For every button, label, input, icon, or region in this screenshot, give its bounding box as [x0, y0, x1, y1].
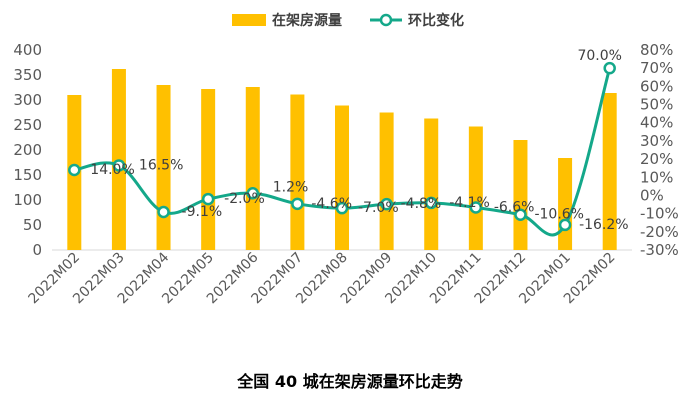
y-right-tick-label: -20%: [640, 223, 679, 241]
line-marker: [380, 197, 393, 211]
y-right-tick-label: 0%: [640, 186, 664, 204]
bar: [245, 87, 260, 250]
data-label: -6.6%: [494, 199, 535, 215]
data-label: -7.0%: [358, 200, 399, 216]
data-label: -2.0%: [224, 191, 265, 207]
bar: [335, 105, 349, 250]
data-label: -4.1%: [449, 195, 490, 211]
line-marker: [201, 192, 215, 206]
y-right-tick-label: -30%: [640, 241, 679, 259]
y-left-tick-label: 50: [23, 216, 42, 234]
y-right-tick-label: 80%: [640, 41, 673, 59]
bar: [468, 126, 483, 250]
y-right-tick-label: 70%: [640, 59, 673, 77]
data-label: 14.0%: [90, 162, 134, 178]
y-left-tick-label: 350: [13, 66, 42, 84]
line-marker: [603, 61, 616, 75]
data-label: 1.2%: [273, 179, 309, 195]
line-marker: [157, 205, 170, 219]
line-marker: [514, 208, 527, 221]
data-label: -16.2%: [579, 217, 629, 233]
data-label: -4.8%: [401, 196, 442, 212]
line-marker: [246, 187, 260, 200]
data-label: 70.0%: [577, 48, 621, 64]
line-marker: [112, 159, 126, 172]
y-right-tick-label: -10%: [640, 205, 679, 223]
y-left-tick-label: 300: [13, 91, 42, 109]
y-left-tick-label: 0: [32, 241, 42, 259]
y-right-tick-label: 40%: [640, 114, 673, 132]
data-label: 16.5%: [139, 157, 183, 173]
y-left-tick-label: 400: [13, 41, 42, 59]
y-left-tick-label: 150: [13, 166, 42, 184]
bar: [379, 112, 394, 250]
bar: [602, 93, 617, 250]
y-right-tick-label: 30%: [640, 132, 673, 150]
line-marker: [469, 201, 483, 214]
line-marker: [291, 197, 304, 211]
data-label: -9.1%: [182, 204, 223, 220]
y-right-tick-label: 20%: [640, 150, 673, 168]
legend-label-bar: 在架房源量: [272, 12, 342, 29]
y-right-tick-label: 60%: [640, 77, 673, 95]
y-right-tick-label: 50%: [640, 96, 673, 114]
data-label: -4.6%: [311, 196, 352, 212]
data-label: -10.6%: [534, 207, 584, 223]
bar: [513, 140, 528, 250]
y-left-tick-label: 250: [13, 116, 42, 134]
line-marker: [335, 201, 349, 215]
legend-bar-swatch: [232, 14, 266, 26]
legend-label-line: 环比变化: [408, 12, 464, 29]
bar: [201, 89, 216, 250]
chart-caption: 全国 40 城在架房源量环比走势: [237, 372, 463, 391]
legend-line-marker: [379, 13, 393, 27]
bar: [558, 158, 573, 250]
line-marker: [68, 163, 81, 177]
y-left-tick-label: 100: [13, 191, 42, 209]
bar: [424, 118, 439, 250]
y-right-tick-label: 10%: [640, 168, 673, 186]
line-marker: [424, 196, 438, 210]
y-left-tick-label: 200: [13, 141, 42, 159]
line-marker: [558, 218, 572, 232]
bar: [290, 94, 305, 250]
